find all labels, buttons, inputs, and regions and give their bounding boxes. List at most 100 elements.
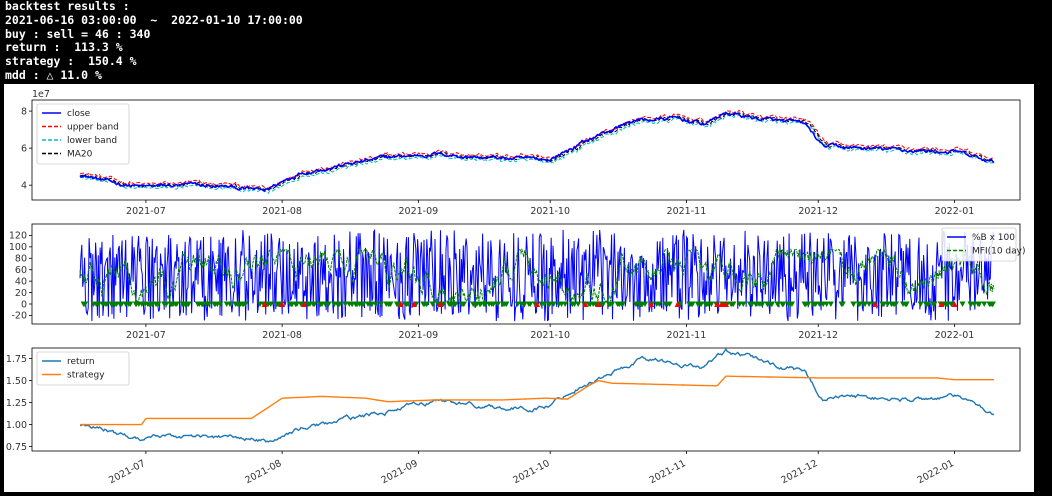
sell-marker	[377, 301, 384, 307]
sell-marker	[153, 301, 160, 307]
sell-marker	[944, 301, 951, 307]
sell-marker	[816, 301, 823, 307]
series-close	[79, 111, 995, 192]
console-period: 2021-06-16 03:00:00 ~ 2022-01-10 17:00:0…	[5, 12, 303, 27]
legend-3: return strategy	[36, 351, 130, 386]
sell-marker	[633, 301, 640, 307]
buy-marker	[397, 301, 404, 307]
buy-marker	[648, 301, 655, 307]
sell-marker	[545, 301, 552, 307]
buy-marker	[582, 301, 589, 307]
y-scale-note: 1e7	[32, 89, 50, 100]
sell-marker	[421, 301, 428, 307]
sell-marker	[989, 301, 996, 307]
sell-marker	[242, 301, 249, 307]
sell-marker	[575, 301, 582, 307]
x-tick-label: 2021-11	[667, 206, 707, 217]
sell-marker	[168, 301, 175, 307]
sell-marker	[322, 301, 329, 307]
y-tick-label: 20	[15, 288, 27, 299]
sell-marker	[480, 301, 487, 307]
sell-marker	[967, 301, 974, 307]
sell-marker	[306, 301, 313, 307]
sell-marker	[694, 301, 701, 307]
sell-marker	[774, 301, 781, 307]
figure-canvas: 4 6 8 2021-07 2021-08 2021-09 2021-10 2021-11 20…	[4, 84, 1034, 492]
sell-marker	[194, 301, 201, 307]
sell-marker	[740, 301, 747, 307]
sell-marker	[447, 301, 454, 307]
sell-marker	[264, 301, 271, 307]
legend-box	[36, 103, 130, 165]
console-output: backtest results :2021-06-16 03:00:00 ~ …	[5, 0, 303, 83]
figure-svg: 4 6 8 2021-07 2021-08 2021-09 2021-10 2021-11 20…	[6, 89, 1026, 486]
sell-marker	[820, 301, 827, 307]
sell-marker	[80, 301, 87, 307]
x-tick-label: 2021-08	[243, 458, 283, 486]
x-tick-label: 2021-12	[798, 330, 838, 341]
x-tick-label: 2021-12	[798, 206, 838, 217]
sell-marker	[860, 301, 867, 307]
sell-marker	[342, 301, 349, 307]
sell-marker	[768, 301, 775, 307]
y-tick-label: 40	[15, 276, 27, 287]
sell-marker	[541, 301, 548, 307]
buy-marker	[534, 301, 540, 307]
x-tick-label: 2021-07	[107, 458, 147, 486]
x-tick-label: 2021-10	[530, 330, 570, 341]
y-tick-label: 1.25	[6, 398, 27, 409]
sell-marker	[402, 301, 409, 307]
sell-marker	[317, 301, 324, 307]
buy-marker	[951, 301, 958, 307]
sell-marker	[334, 301, 341, 307]
x-tick-label: 2022-01	[916, 458, 956, 486]
sell-marker	[256, 301, 263, 307]
x-tick-label: 2021-09	[399, 330, 439, 341]
sell-marker	[275, 301, 282, 307]
sell-marker	[99, 301, 106, 307]
y-tick-label: 1.00	[6, 420, 27, 431]
console-trades: buy : sell = 46 : 340	[5, 26, 151, 41]
y-tick-label: 6	[21, 143, 27, 154]
buy-marker	[279, 301, 286, 307]
buy-marker	[410, 301, 417, 307]
y-tick-label: -20	[11, 311, 27, 322]
x-tick-label: 2021-11	[667, 330, 707, 341]
sell-marker	[759, 301, 766, 307]
series-mfi	[79, 247, 995, 303]
sell-marker	[664, 301, 671, 307]
sell-marker	[520, 301, 527, 307]
sell-marker	[888, 301, 895, 307]
y-tick-label: 0	[21, 299, 27, 310]
legend-label: MFI(10 day)	[972, 247, 1026, 257]
x-tick-label: 2022-01	[935, 330, 975, 341]
y-tick-label: 100	[9, 242, 27, 253]
sell-marker	[689, 301, 696, 307]
y-tick-label: 80	[15, 254, 27, 265]
series-percent-b	[79, 228, 995, 322]
x-tick-label: 2021-08	[262, 206, 302, 217]
sell-marker	[764, 301, 771, 307]
sell-marker	[677, 301, 684, 307]
sell-marker	[959, 301, 966, 307]
x-tick-label: 2021-09	[399, 206, 439, 217]
sell-marker	[805, 301, 812, 307]
legend-label: return	[67, 357, 95, 367]
sell-marker	[494, 301, 501, 307]
legend-label: upper band	[67, 123, 119, 133]
x-tick-label: 2022-01	[935, 206, 975, 217]
sell-marker	[585, 301, 592, 307]
sell-marker	[653, 301, 660, 307]
y-tick-label: 0.75	[6, 442, 27, 453]
x-tick-label: 2021-09	[380, 458, 420, 486]
x-tick-label: 2021-12	[779, 458, 819, 486]
sell-marker	[525, 301, 532, 307]
series-strategy	[80, 375, 994, 426]
sell-marker	[460, 301, 467, 307]
buy-marker	[714, 301, 721, 307]
sell-marker	[108, 301, 115, 307]
y-tick-label: 60	[15, 265, 27, 276]
sell-marker	[472, 301, 479, 307]
y-tick-label: 1.50	[6, 376, 27, 387]
buy-marker	[872, 301, 879, 307]
